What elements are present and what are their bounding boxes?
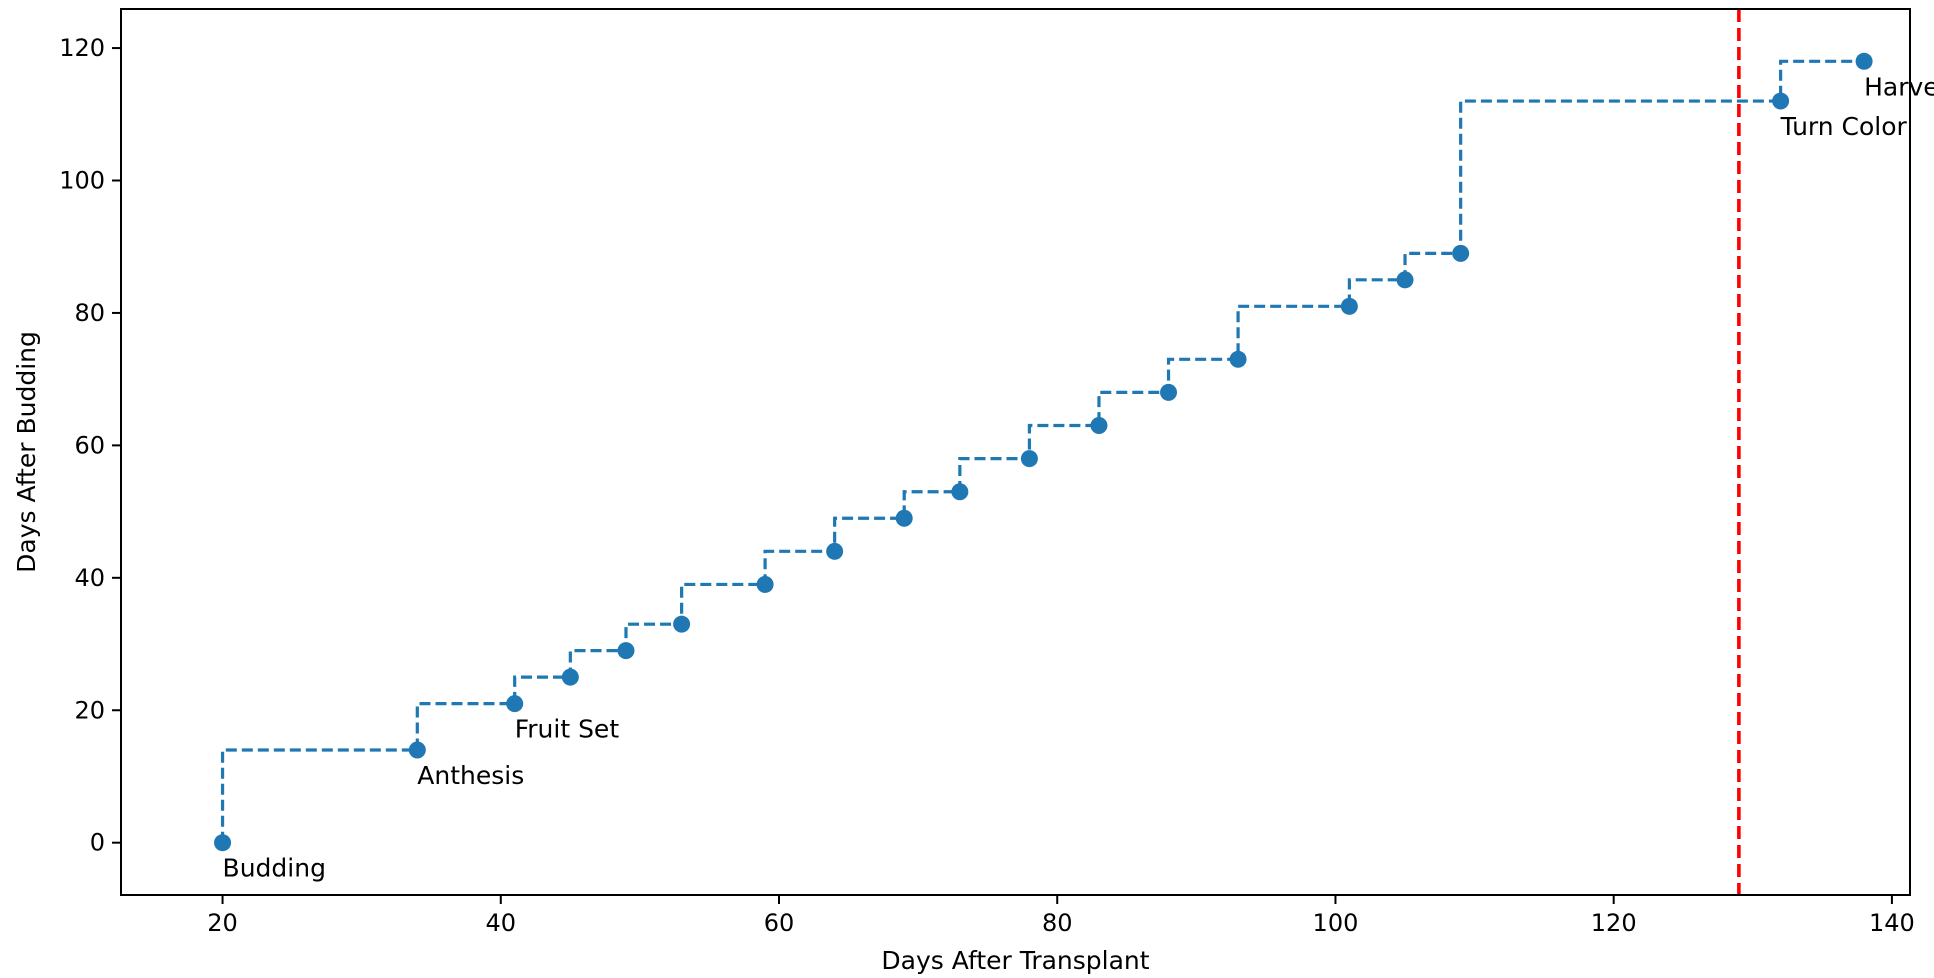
data-point xyxy=(1160,383,1178,401)
data-point xyxy=(1020,450,1038,468)
data-point xyxy=(506,695,524,713)
annotation-label: Budding xyxy=(223,854,326,883)
x-tick-label: 40 xyxy=(486,909,517,937)
data-point xyxy=(1452,244,1470,262)
y-tick-label: 0 xyxy=(90,829,105,857)
annotation-label: Anthesis xyxy=(417,761,524,790)
data-point xyxy=(1396,271,1414,289)
y-tick-label: 80 xyxy=(74,299,105,327)
annotation-label: Turn Color xyxy=(1780,112,1908,141)
plot-layer: Budding Anthesis Fruit Set Turn Color Harves… xyxy=(214,9,1934,895)
x-tick-label: 140 xyxy=(1869,909,1915,937)
data-point xyxy=(951,483,969,501)
y-tick-label: 60 xyxy=(74,431,105,459)
annotation-label: Harvest xyxy=(1864,72,1934,101)
data-point xyxy=(214,834,232,852)
y-axis-label: Days After Budding xyxy=(12,331,41,573)
data-point xyxy=(1340,297,1358,315)
data-point xyxy=(1855,52,1873,70)
x-axis-label: Days After Transplant xyxy=(881,946,1149,975)
x-tick-label: 100 xyxy=(1313,909,1359,937)
y-tick-label: 20 xyxy=(74,696,105,724)
data-point xyxy=(1772,92,1790,110)
data-point xyxy=(826,542,844,560)
y-tick-label: 40 xyxy=(74,564,105,592)
x-tick-label: 20 xyxy=(207,909,238,937)
series-step-line xyxy=(220,59,1865,843)
data-point xyxy=(1090,417,1108,435)
data-point xyxy=(561,668,579,686)
x-tick-label: 80 xyxy=(1042,909,1073,937)
data-point xyxy=(756,575,774,593)
plot-area xyxy=(214,9,1873,895)
y-tick-label: 120 xyxy=(59,34,105,62)
data-point xyxy=(673,615,691,633)
y-tick-label: 100 xyxy=(59,167,105,195)
data-point xyxy=(895,509,913,527)
annotation-label: Fruit Set xyxy=(515,715,620,744)
data-point xyxy=(1229,350,1247,368)
data-point xyxy=(408,741,426,759)
x-tick-label: 60 xyxy=(764,909,795,937)
axes-layer: 20 40 60 80 100 120 140 0 20 40 60 80 100 120 xyxy=(59,8,1915,937)
plot-frame xyxy=(120,8,1911,896)
x-tick-label: 120 xyxy=(1591,909,1637,937)
data-point xyxy=(617,642,635,660)
